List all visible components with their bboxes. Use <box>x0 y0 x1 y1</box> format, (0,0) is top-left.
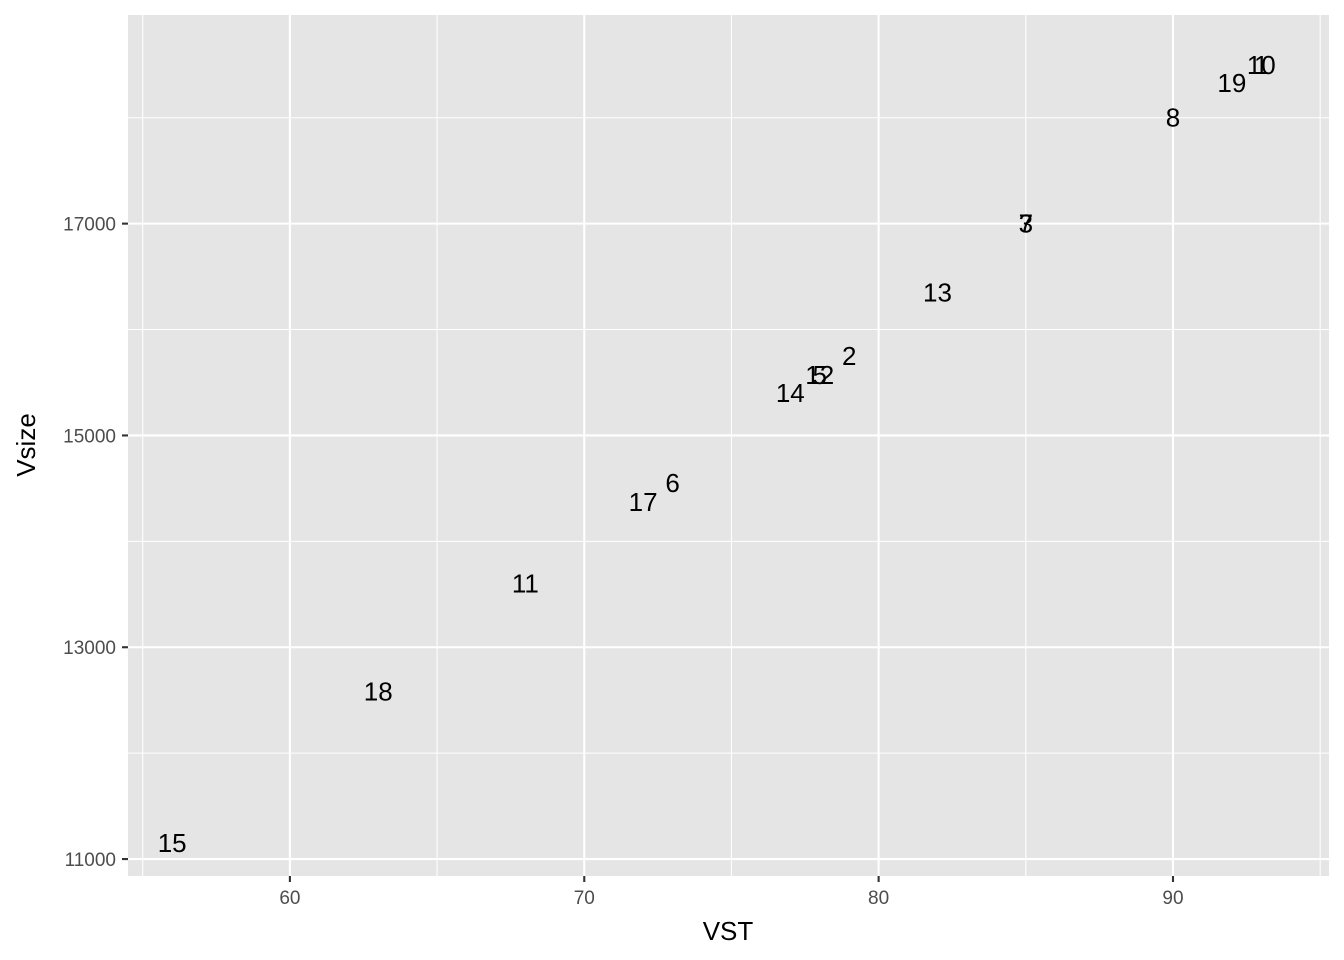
y-tick-label: 13000 <box>63 638 116 659</box>
point-label: 17 <box>629 487 658 517</box>
point-label: 6 <box>665 468 679 498</box>
x-tick-label: 70 <box>574 888 595 909</box>
point-label: 19 <box>1217 68 1246 98</box>
point-label: 10 <box>1247 50 1276 80</box>
point-label: 11 <box>512 569 539 599</box>
plot-panel <box>128 15 1329 876</box>
point-label: 3 <box>1019 209 1033 239</box>
tick-labels: 60 70 80 90 11000 13000 15000 17000 <box>63 215 1183 909</box>
y-tick-label: 11000 <box>65 850 116 871</box>
point-label: 15 <box>158 828 187 858</box>
grid-lines <box>128 15 1329 876</box>
y-tick-label: 17000 <box>63 215 116 236</box>
x-axis-title: VST <box>703 916 754 946</box>
point-label: 2 <box>842 341 856 371</box>
x-tick-label: 80 <box>868 888 889 909</box>
point-label: 18 <box>364 677 393 707</box>
point-label: 12 <box>805 360 834 390</box>
y-axis-title: Vsize <box>11 413 41 477</box>
y-tick-label: 15000 <box>63 426 116 447</box>
x-tick-label: 90 <box>1162 888 1183 909</box>
point-label: 14 <box>776 378 805 408</box>
point-label: 7 <box>1019 209 1033 239</box>
axis-ticks <box>122 222 1175 882</box>
x-tick-label: 60 <box>279 888 300 909</box>
point-label: 8 <box>1166 103 1180 133</box>
point-label: 5 <box>813 360 827 390</box>
point-label: 1 <box>1254 50 1268 80</box>
point-label: 13 <box>923 277 952 307</box>
